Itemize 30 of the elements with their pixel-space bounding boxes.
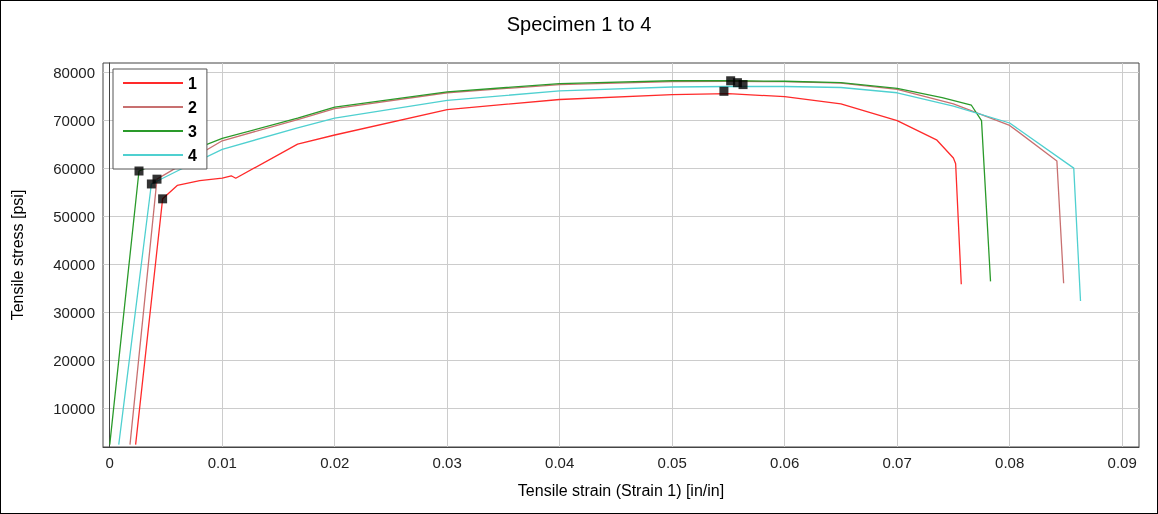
legend-label: 1: [188, 74, 197, 92]
x-tick-label: 0.07: [882, 454, 912, 471]
y-tick-label: 50000: [53, 208, 95, 226]
y-axis-title: Tensile stress [psi]: [8, 189, 26, 321]
chart-title: Specimen 1 to 4: [506, 13, 652, 35]
y-tick-label: 40000: [53, 256, 95, 274]
y-tick-label: 30000: [53, 304, 95, 322]
point: [719, 86, 729, 96]
y-tick-label: 20000: [53, 352, 95, 370]
y-tick-label: 60000: [53, 160, 95, 178]
legend-label: 4: [188, 146, 197, 164]
y-tick-label: 70000: [53, 112, 95, 130]
y-tick-label: 10000: [53, 400, 95, 418]
x-tick-label: 0: [105, 454, 114, 471]
x-tick-label: 0.06: [770, 454, 800, 471]
x-tick-label: 0.08: [995, 454, 1025, 471]
x-tick-label: 0.01: [207, 454, 237, 471]
x-tick-label: 0.05: [657, 454, 687, 471]
x-tick-label: 0.03: [432, 454, 462, 471]
x-axis-title: Tensile strain (Strain 1) [in/in]: [517, 481, 725, 499]
point: [134, 166, 144, 176]
y-tick-label: 80000: [53, 64, 95, 82]
point: [158, 194, 168, 204]
x-tick-label: 0.04: [545, 454, 575, 471]
point: [738, 80, 748, 90]
x-tick-label: 0.09: [1107, 454, 1137, 471]
legend-label: 2: [188, 98, 197, 116]
legend-label: 3: [188, 122, 197, 140]
point: [152, 174, 162, 184]
x-tick-label: 0.02: [320, 454, 350, 471]
